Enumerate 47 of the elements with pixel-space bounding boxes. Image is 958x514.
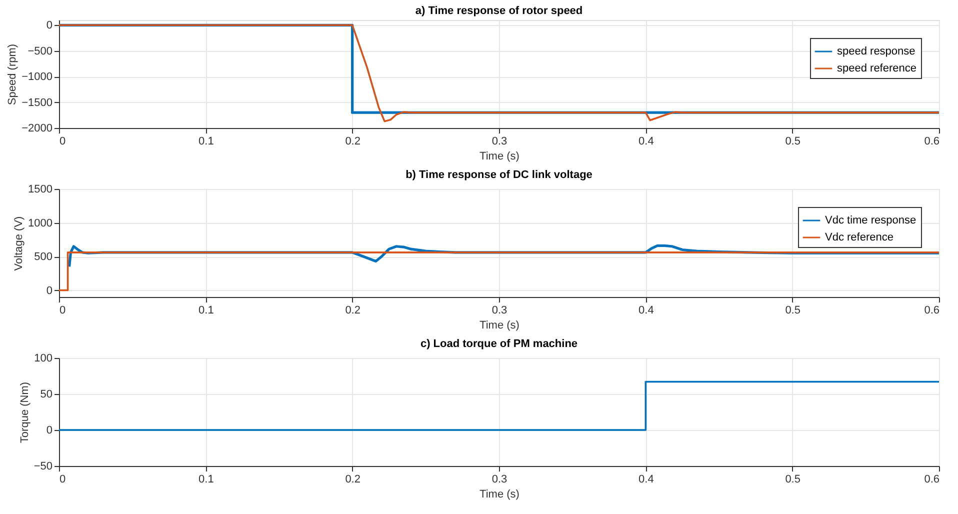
y-tick-label: 0 [46, 284, 52, 297]
legend-label: Vdc time response [825, 214, 916, 226]
y-tick-label: 0 [46, 424, 52, 436]
legend-label: Vdc reference [825, 232, 894, 244]
x-tick-label: 0.6 [924, 304, 940, 316]
x-axis-title: Time (s) [480, 150, 520, 162]
chart-title: b) Time response of DC link voltage [406, 169, 592, 181]
x-tick-label: 0.1 [198, 136, 214, 148]
y-tick-label: 1500 [28, 184, 52, 196]
x-tick-label: 0.6 [924, 136, 940, 148]
y-axis-title: Voltage (V) [13, 216, 26, 271]
y-tick-label: 100 [34, 352, 52, 364]
x-tick-label: 0.3 [492, 136, 508, 148]
x-tick-label: 0.4 [638, 304, 654, 316]
x-tick-label: 0.3 [492, 474, 508, 486]
y-tick-label: 50 [40, 388, 52, 400]
y-tick-label: 0 [46, 20, 52, 32]
x-tick-label: 0 [60, 136, 66, 148]
x-tick-label: 0.3 [492, 304, 508, 316]
y-tick-label: −2000 [22, 122, 52, 134]
x-tick-label: 0 [60, 304, 66, 316]
x-tick-label: 0.1 [198, 304, 214, 316]
legend-label: speed reference [837, 62, 916, 74]
chart-title: c) Load torque of PM machine [420, 338, 578, 350]
x-tick-label: 0 [60, 474, 66, 486]
x-tick-label: 0.2 [345, 136, 360, 148]
legend-label: speed response [837, 46, 916, 58]
x-tick-label: 0.2 [345, 474, 360, 486]
x-axis-title: Time (s) [480, 320, 520, 332]
x-tick-label: 0.4 [638, 474, 654, 486]
x-tick-label: 0.2 [345, 304, 360, 316]
y-tick-label: −1000 [22, 71, 52, 84]
y-tick-label: −500 [28, 45, 52, 58]
x-tick-label: 0.5 [785, 304, 800, 316]
x-axis-title: Time (s) [480, 488, 520, 500]
y-axis-title: Torque (Nm) [18, 382, 31, 444]
y-tick-label: −50 [34, 460, 52, 472]
x-tick-label: 0.5 [785, 474, 800, 486]
x-tick-label: 0.6 [924, 474, 940, 486]
chart-title: a) Time response of rotor speed [415, 5, 583, 18]
x-tick-label: 0.1 [198, 474, 214, 486]
y-tick-label: −1500 [22, 96, 52, 109]
y-tick-label: 1000 [28, 217, 52, 230]
x-tick-label: 0.5 [785, 136, 800, 148]
y-axis-title: Speed (rpm) [6, 44, 19, 106]
x-tick-label: 0.4 [638, 136, 654, 148]
y-tick-label: 500 [34, 251, 52, 263]
